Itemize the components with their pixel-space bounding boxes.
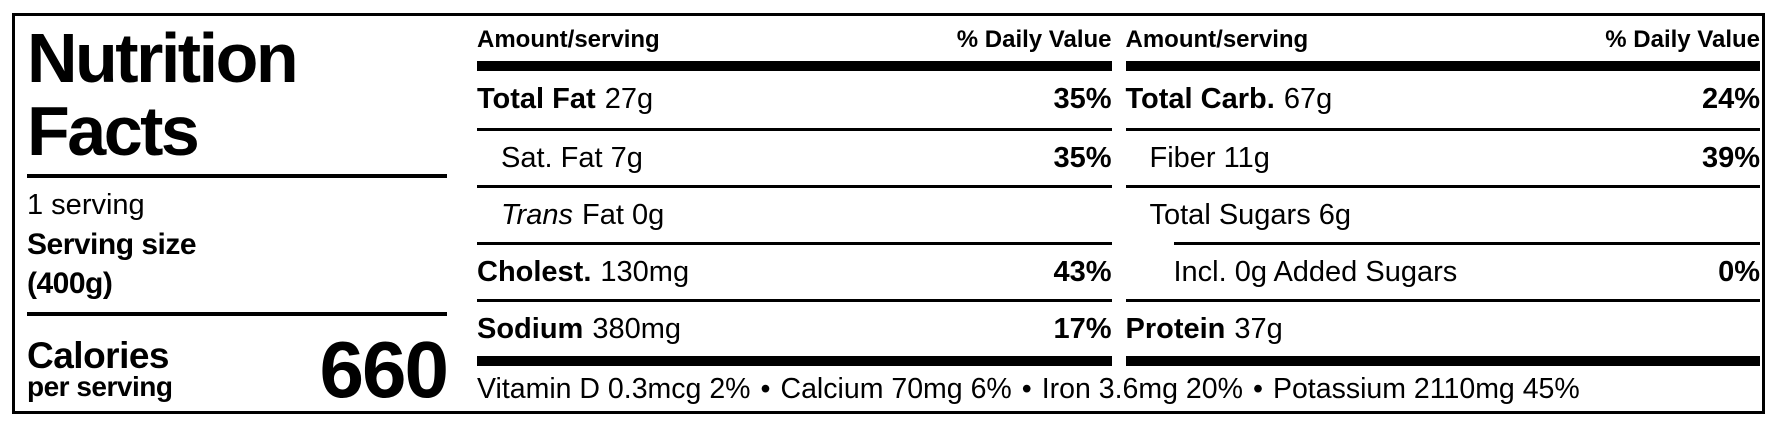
nutrient-label: Sat. Fat 7g (501, 142, 643, 175)
daily-value-percent: 17% (1053, 312, 1112, 345)
nutrient-row-total-carb: Total Carb. 67g 24% (1126, 71, 1761, 128)
calories-sublabel: per serving (27, 371, 173, 402)
serving-section: 1 serving Serving size (400g) (27, 178, 447, 312)
nutrient-amount: 67g (1283, 83, 1333, 115)
nutrient-name-bold: Total Fat (477, 83, 596, 115)
calories-section: Calories per serving 660 (27, 316, 449, 414)
nutrient-name-italic: Trans (501, 198, 573, 231)
bullet-separator: • (1021, 373, 1032, 405)
calories-words: Calories per serving (27, 335, 173, 402)
calories-value: 660 (319, 325, 449, 414)
daily-value-percent: 35% (1053, 83, 1112, 115)
vitamin-item: Vitamin D 0.3mcg 2% (477, 373, 751, 405)
serving-size-value: (400g) (27, 267, 113, 300)
nutrient-row-sodium: Sodium 380mg 17% (477, 299, 1112, 356)
nutrition-facts-label: Nutrition Facts 1 serving Serving size (… (12, 13, 1765, 414)
column-header-daily-value: % Daily Value (1605, 26, 1760, 53)
nutrient-row-total-sugars: Total Sugars 6g (1125, 185, 1760, 242)
nutrient-name-bold: Protein (1125, 312, 1226, 345)
nutrient-table-area: Amount/serving % Daily Value Total Fat 27g… (477, 16, 1762, 411)
nutrient-row-trans-fat: Trans Fat 0g (477, 185, 1112, 242)
nutrient-label: Total Fat 27g (477, 83, 653, 116)
bullet-separator: • (760, 373, 771, 405)
nutrient-amount: 27g (604, 83, 654, 115)
vitamins-footer: Vitamin D 0.3mcg 2% • Calcium 70mg 6% • Iron… (477, 366, 1760, 411)
nutrient-amount: Total Sugars 6g (1149, 198, 1352, 231)
nutrient-row-sat-fat: Sat. Fat 7g 35% (477, 128, 1112, 185)
nutrient-row-total-fat: Total Fat 27g 35% (477, 71, 1112, 128)
nutrient-name-bold: Total Carb. (1125, 83, 1275, 115)
label-title: Nutrition Facts (27, 19, 299, 170)
nutrient-label: Total Sugars 6g (1150, 199, 1352, 232)
column-header-row: Amount/serving % Daily Value (1125, 16, 1760, 71)
nutrient-columns: Amount/serving % Daily Value Total Fat 27g… (477, 16, 1760, 366)
divider-rule (27, 312, 447, 316)
column-header-amount: Amount/serving (477, 26, 660, 53)
indented-divider: Incl. 0g Added Sugars 0% (1173, 242, 1760, 299)
bullet-separator: • (1252, 373, 1263, 405)
divider-rule (27, 174, 447, 178)
nutrient-amount: Sat. Fat 7g (501, 141, 643, 174)
nutrient-amount: Incl. 0g Added Sugars (1173, 255, 1458, 288)
nutrient-column-right: Amount/serving % Daily Value Total Carb. 6… (1125, 16, 1761, 366)
nutrient-amount: Fat 0g (581, 198, 665, 231)
nutrient-label: Cholest. 130mg (477, 256, 689, 289)
nutrient-amount: 130mg (600, 255, 690, 288)
nutrient-name-bold: Sodium (477, 312, 584, 345)
nutrient-label: Protein 37g (1126, 313, 1283, 346)
servings-per-container: 1 serving (27, 189, 145, 221)
nutrient-row-added-sugars: Incl. 0g Added Sugars 0% (1126, 242, 1760, 299)
serving-size-label: Serving size (27, 228, 197, 261)
vitamin-item: Potassium 2110mg 45% (1272, 373, 1580, 405)
nutrient-name-bold: Cholest. (477, 255, 592, 288)
vitamin-item: Iron 3.6mg 20% (1041, 373, 1243, 405)
vitamin-item: Calcium 70mg 6% (780, 373, 1012, 405)
nutrient-amount: Fiber 11g (1149, 141, 1270, 174)
daily-value-percent: 35% (1053, 141, 1112, 174)
nutrient-label: Trans Fat 0g (501, 199, 664, 232)
label-left-block: Nutrition Facts 1 serving Serving size (… (15, 16, 449, 414)
nutrient-row-protein: Protein 37g (1125, 299, 1760, 356)
nutrient-row-cholesterol: Cholest. 130mg 43% (477, 242, 1112, 299)
nutrient-amount: 380mg (592, 312, 682, 345)
calories-label: Calories (27, 335, 170, 376)
daily-value-percent: 0% (1718, 255, 1760, 288)
nutrient-label: Incl. 0g Added Sugars (1174, 256, 1458, 289)
nutrient-label: Total Carb. 67g (1126, 83, 1333, 116)
column-header-daily-value: % Daily Value (956, 26, 1112, 53)
daily-value-percent: 24% (1701, 83, 1760, 115)
nutrient-row-fiber: Fiber 11g 39% (1125, 128, 1760, 185)
daily-value-percent: 39% (1701, 141, 1760, 174)
nutrient-label: Fiber 11g (1150, 142, 1270, 175)
nutrient-label: Sodium 380mg (477, 313, 681, 346)
daily-value-percent: 43% (1053, 255, 1112, 288)
column-header-amount: Amount/serving (1125, 26, 1309, 53)
nutrient-column-left: Amount/serving % Daily Value Total Fat 27g… (477, 16, 1112, 366)
column-header-row: Amount/serving % Daily Value (477, 16, 1112, 71)
nutrient-amount: 37g (1234, 312, 1283, 345)
